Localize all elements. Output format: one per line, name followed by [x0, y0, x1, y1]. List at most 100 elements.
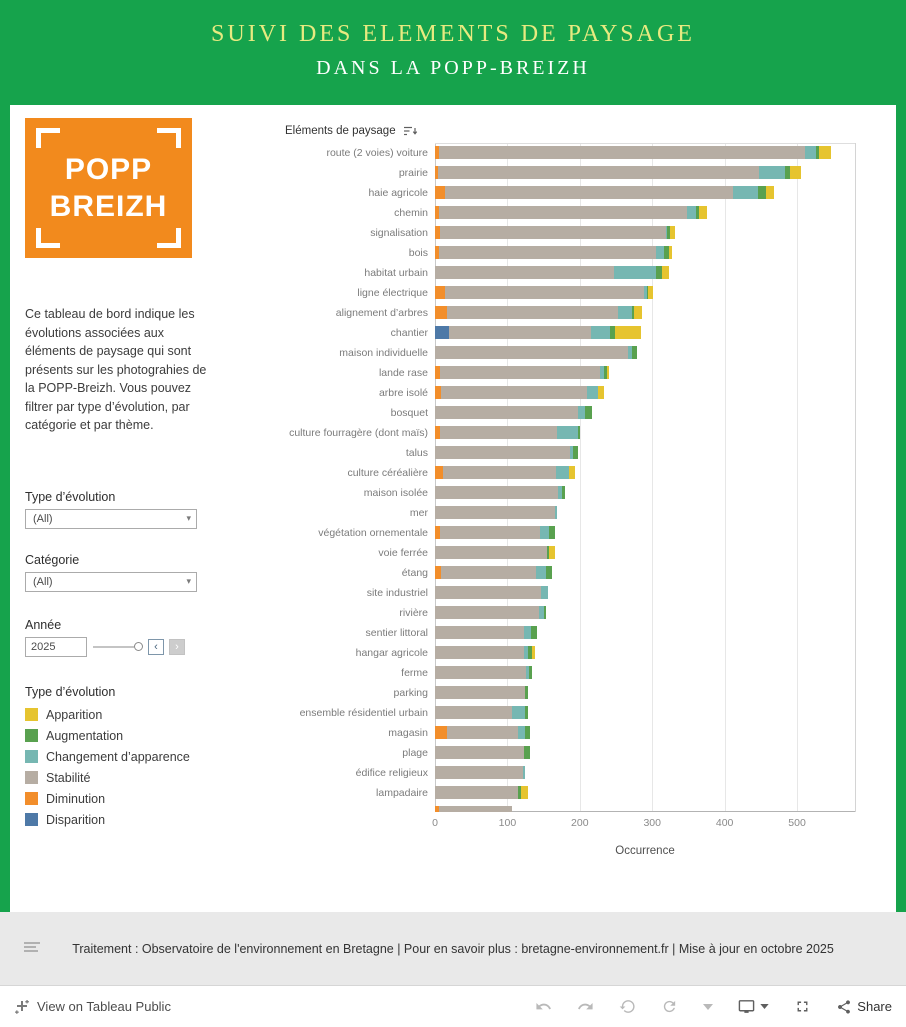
bar-segment-apparition[interactable]: [698, 206, 708, 219]
bar-segment-stabilite[interactable]: [435, 606, 540, 619]
bar-segment-stabilite[interactable]: [435, 666, 527, 679]
bar-segment-changement[interactable]: [524, 646, 528, 659]
undo-button[interactable]: [535, 998, 552, 1015]
bar-segment-stabilite[interactable]: [439, 146, 805, 159]
bar-segment-stabilite[interactable]: [435, 746, 525, 759]
bar-segment-changement[interactable]: [522, 766, 525, 779]
row-label[interactable]: sentier littoral: [365, 627, 428, 639]
bar-segment-diminution[interactable]: [435, 386, 441, 399]
bar-segment-apparition[interactable]: [669, 246, 672, 259]
row-bar[interactable]: [435, 706, 528, 719]
bar-segment-apparition[interactable]: [531, 646, 535, 659]
row-label[interactable]: voie ferrée: [378, 547, 428, 559]
bar-segment-changement[interactable]: [540, 586, 548, 599]
row-label[interactable]: bois: [408, 247, 428, 259]
bar-segment-apparition[interactable]: [670, 226, 675, 239]
row-label[interactable]: maison individuelle: [339, 347, 428, 359]
row-bar[interactable]: [435, 466, 575, 479]
bar-segment-stabilite[interactable]: [439, 806, 512, 812]
bar-segment-stabilite[interactable]: [435, 546, 547, 559]
bar-segment-augmentation[interactable]: [531, 626, 538, 639]
bar-segment-augmentation[interactable]: [603, 366, 607, 379]
bar-segment-stabilite[interactable]: [435, 266, 614, 279]
sort-icon[interactable]: [403, 126, 418, 137]
bar-segment-changement[interactable]: [570, 446, 573, 459]
row-label[interactable]: magasin: [388, 727, 428, 739]
bar-segment-diminution[interactable]: [435, 166, 438, 179]
refresh-button[interactable]: [661, 998, 678, 1015]
row-label[interactable]: rivière: [399, 607, 428, 619]
row-bar[interactable]: [435, 206, 708, 219]
row-label[interactable]: hangar agricole: [355, 647, 428, 659]
bar-segment-stabilite[interactable]: [440, 226, 666, 239]
bar-segment-augmentation[interactable]: [663, 246, 670, 259]
row-bar[interactable]: [435, 486, 565, 499]
revert-button[interactable]: [619, 998, 636, 1015]
bar-segment-stabilite[interactable]: [440, 386, 588, 399]
bar-segment-diminution[interactable]: [435, 306, 448, 319]
bar-segment-changement[interactable]: [539, 526, 549, 539]
row-label[interactable]: mer: [409, 507, 428, 519]
row-label[interactable]: maison isolée: [363, 487, 428, 499]
bar-segment-changement[interactable]: [539, 606, 544, 619]
bar-segment-augmentation[interactable]: [572, 446, 578, 459]
bar-segment-augmentation[interactable]: [545, 566, 552, 579]
row-bar[interactable]: [435, 786, 528, 799]
bar-segment-changement[interactable]: [524, 626, 532, 639]
row-bar[interactable]: [435, 506, 557, 519]
bar-segment-stabilite[interactable]: [435, 486, 559, 499]
row-label[interactable]: talus: [405, 447, 428, 459]
legend-item-apparition[interactable]: Apparition: [25, 708, 225, 722]
legend-item-augmentation[interactable]: Augmentation: [25, 729, 225, 743]
legend-item-stabilite[interactable]: Stabilité: [25, 771, 225, 785]
bar-segment-stabilite[interactable]: [435, 626, 525, 639]
bar-segment-augmentation[interactable]: [546, 546, 549, 559]
bar-segment-changement[interactable]: [578, 406, 585, 419]
row-bar[interactable]: [435, 586, 548, 599]
row-bar[interactable]: [435, 566, 552, 579]
bar-segment-stabilite[interactable]: [443, 466, 556, 479]
row-bar[interactable]: [435, 406, 593, 419]
bar-segment-stabilite[interactable]: [435, 346, 628, 359]
bar-segment-changement[interactable]: [627, 346, 632, 359]
bar-segment-changement[interactable]: [613, 266, 656, 279]
slider-knob[interactable]: [134, 641, 143, 651]
bar-segment-stabilite[interactable]: [437, 166, 760, 179]
bar-segment-augmentation[interactable]: [815, 146, 820, 159]
row-bar[interactable]: [435, 246, 672, 259]
bar-segment-disparition[interactable]: [435, 326, 449, 339]
bar-segment-changement[interactable]: [556, 466, 569, 479]
row-label[interactable]: ferme: [401, 667, 428, 679]
row-bar[interactable]: [435, 326, 642, 339]
bar-segment-diminution[interactable]: [435, 726, 448, 739]
bar-segment-apparition[interactable]: [648, 286, 653, 299]
bar-segment-augmentation[interactable]: [543, 606, 547, 619]
bar-segment-stabilite[interactable]: [440, 426, 558, 439]
row-bar[interactable]: [435, 166, 802, 179]
bar-segment-changement[interactable]: [733, 186, 758, 199]
row-label[interactable]: chantier: [390, 327, 428, 339]
bar-segment-augmentation[interactable]: [524, 706, 528, 719]
row-label[interactable]: chemin: [394, 207, 428, 219]
bar-segment-augmentation[interactable]: [647, 286, 649, 299]
bar-segment-stabilite[interactable]: [439, 246, 657, 259]
bar-segment-changement[interactable]: [759, 166, 785, 179]
year-prev-button[interactable]: ‹: [148, 638, 164, 655]
bar-segment-stabilite[interactable]: [445, 186, 734, 199]
bar-segment-changement[interactable]: [656, 246, 664, 259]
bar-segment-changement[interactable]: [535, 566, 546, 579]
bar-segment-stabilite[interactable]: [447, 306, 619, 319]
bar-segment-stabilite[interactable]: [435, 406, 579, 419]
bar-segment-stabilite[interactable]: [435, 766, 523, 779]
bar-segment-augmentation[interactable]: [655, 266, 663, 279]
filter-type-dropdown[interactable]: (All) ▾: [25, 508, 197, 529]
bar-segment-changement[interactable]: [804, 146, 816, 159]
row-label[interactable]: plage: [402, 747, 428, 759]
bar-segment-stabilite[interactable]: [435, 786, 519, 799]
slider-track[interactable]: [93, 645, 134, 648]
row-bar[interactable]: [435, 746, 530, 759]
bar-segment-augmentation[interactable]: [631, 346, 637, 359]
row-label[interactable]: lande rase: [378, 367, 428, 379]
bar-segment-apparition[interactable]: [662, 266, 669, 279]
bar-segment-diminution[interactable]: [435, 246, 440, 259]
